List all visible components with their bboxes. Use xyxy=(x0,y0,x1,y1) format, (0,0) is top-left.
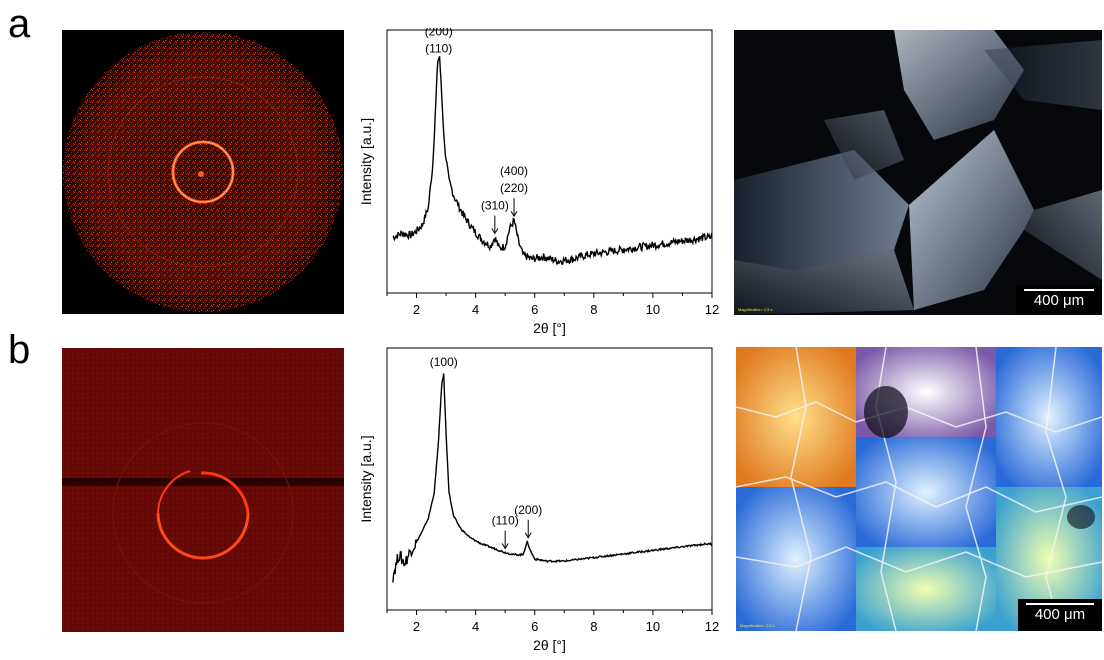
peak-arrow-head xyxy=(491,228,499,235)
panel-letter-a: a xyxy=(8,2,31,46)
scale-bar-line-a xyxy=(1024,289,1094,291)
pom-image-b-svg xyxy=(736,347,1102,631)
panel-letter-b: b xyxy=(8,328,31,372)
x-tick-label: 6 xyxy=(531,302,538,317)
peak-label: (200) xyxy=(514,503,542,517)
peak-label: (310) xyxy=(481,198,509,212)
y-axis-label: Intensity [a.u.] xyxy=(358,118,374,205)
x-tick-label: 2 xyxy=(413,302,420,317)
x-tick-label: 10 xyxy=(646,302,660,317)
xrd-chart-a-svg: 2 4 6 8 10 12 2θ [°] Intensity [a.u.] (200) (110)… xyxy=(358,25,719,336)
peak-label: (110) xyxy=(492,514,519,528)
xrd-series-line xyxy=(392,56,713,266)
scale-bar-line-b xyxy=(1026,603,1094,605)
peak-label: (110) xyxy=(425,42,452,56)
xrd-chart-a: 2 4 6 8 10 12 2θ [°] Intensity [a.u.] (200) (110)… xyxy=(352,25,722,340)
x-tick-label: 4 xyxy=(472,302,479,317)
pom-image-a: Magnification: 2,5 x 400 μm xyxy=(734,30,1102,315)
x-tick-label: 8 xyxy=(590,619,597,634)
scale-bar-label-b: 400 μm xyxy=(1034,606,1086,623)
plot-frame xyxy=(386,347,713,611)
x-axis-label: 2θ [°] xyxy=(533,637,566,653)
peak-arrow-head xyxy=(524,532,532,539)
x-tick-label: 6 xyxy=(531,619,538,634)
scale-bar-label-a: 400 μm xyxy=(1033,292,1085,309)
xrd-series-line xyxy=(392,373,713,583)
peak-label: (100) xyxy=(430,355,458,369)
x-tick-label: 2 xyxy=(413,619,420,634)
waxs-pattern-a-svg xyxy=(63,32,343,312)
y-axis-label: Intensity [a.u.] xyxy=(358,435,374,522)
xrd-chart-b-svg: 2 4 6 8 10 12 2θ [°] Intensity [a.u.] (100) (110)… xyxy=(358,347,719,653)
x-tick-label: 12 xyxy=(705,619,719,634)
pom-magnification-a: Magnification: 2,5 x xyxy=(738,307,773,312)
xrd-chart-b: 2 4 6 8 10 12 2θ [°] Intensity [a.u.] (100) (110)… xyxy=(352,344,722,655)
pom-magnification-b: Magnification: 2,5 x xyxy=(740,623,775,628)
peak-label: (220) xyxy=(500,181,528,195)
peak-arrow-head xyxy=(501,543,509,550)
x-tick-label: 8 xyxy=(590,302,597,317)
waxs-pattern-b-svg xyxy=(62,348,344,632)
x-tick-label: 12 xyxy=(705,302,719,317)
plot-frame xyxy=(386,29,713,294)
scale-bar-b: 400 μm xyxy=(1018,599,1102,631)
pom-image-b: Magnification: 2,5 x 400 μm xyxy=(736,347,1102,631)
peak-label: (400) xyxy=(500,164,528,178)
pom-image-a-svg xyxy=(734,30,1102,315)
x-axis-label: 2θ [°] xyxy=(533,320,566,336)
waxs-pattern-a xyxy=(62,30,344,314)
waxs-pattern-b xyxy=(62,348,344,632)
x-tick-label: 10 xyxy=(646,619,660,634)
peak-arrow-head xyxy=(510,210,518,218)
x-tick-label: 4 xyxy=(472,619,479,634)
scale-bar-a: 400 μm xyxy=(1016,285,1102,315)
peak-label: (200) xyxy=(425,28,453,39)
